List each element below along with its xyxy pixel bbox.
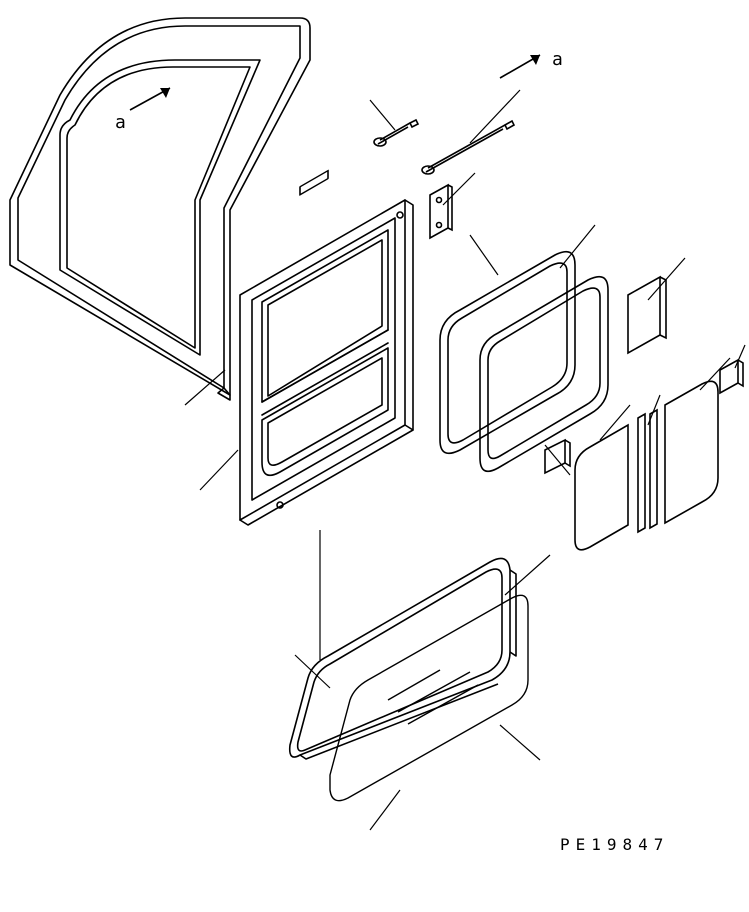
cab-shell (10, 18, 310, 400)
sliding-glass-front (575, 405, 630, 550)
catch-clip-left (545, 440, 570, 473)
hinge-bracket (430, 173, 475, 238)
stopper-plate (628, 258, 685, 353)
bolt-short (374, 120, 418, 146)
arrow-a-left-label: a (115, 112, 126, 133)
drawing-number: PE19847 (560, 835, 669, 854)
window-frame-inner (480, 277, 608, 472)
bolt-long (422, 121, 514, 174)
view-arrow-a-right: a (500, 49, 563, 78)
lower-leaders (295, 555, 550, 830)
arrow-a-right-label: a (552, 49, 563, 70)
center-guide-strip (638, 395, 660, 532)
lower-window-frame (290, 558, 516, 759)
door-panel (240, 171, 413, 525)
catch-clip-right (720, 345, 745, 393)
view-arrow-a-left: a (115, 88, 170, 133)
technical-diagram: a (0, 0, 749, 912)
